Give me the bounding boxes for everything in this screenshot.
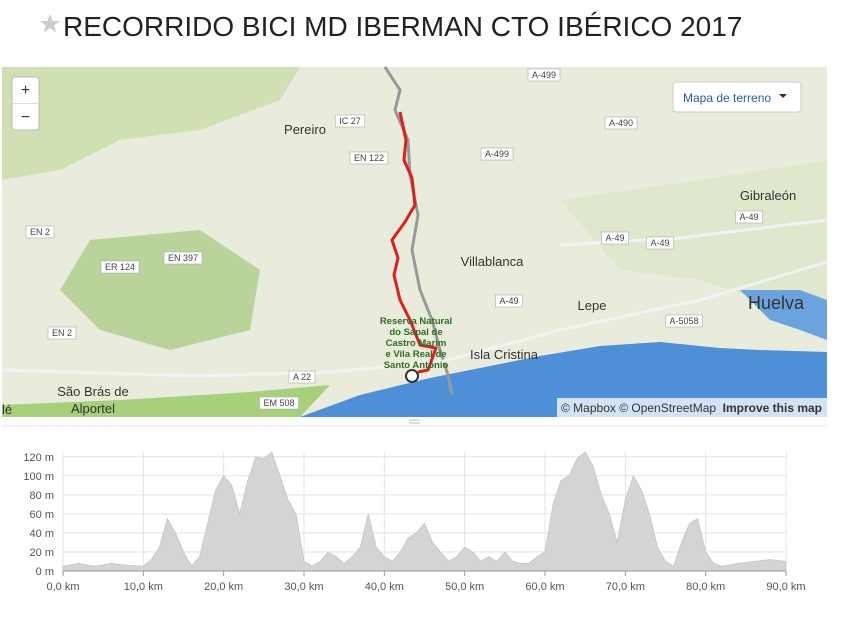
road-shield [349,151,389,165]
reserve-label: do Sapal de [389,327,442,338]
attribution-box [557,398,827,417]
road-shield [334,114,366,128]
road-shield [47,326,77,340]
y-tick-label: 40 m [30,528,54,540]
road-label: IC 27 [339,116,361,126]
y-tick-label: 120 m [23,452,54,464]
road-shield [25,225,55,239]
route [390,111,438,374]
road-label: A-49 [499,296,518,306]
road-shield [288,370,316,384]
place-label: lé [2,402,12,417]
x-tick-label: 0,0 km [46,581,79,593]
x-tick-label: 90,0 km [766,581,805,593]
road-label: A 22 [293,372,311,382]
place-label: Villablanca [461,254,524,269]
road-shield [604,116,638,130]
y-tick-label: 100 m [23,471,54,483]
road-shield [735,210,763,224]
road-label: A-49 [605,233,624,243]
place-label: Huelva [748,293,805,313]
attribution[interactable]: © Mapbox © OpenStreetMap [561,401,716,415]
x-tick-label: 60,0 km [525,581,564,593]
road-shield [480,147,514,161]
layer-dropdown-label[interactable]: Mapa de terreno [683,91,771,105]
place-label: Alportel [71,401,115,416]
map-estuary [740,290,827,340]
y-tick-label: 80 m [30,490,54,502]
road-label: A-499 [485,149,509,159]
road-label: EN 122 [354,153,384,163]
finish-marker[interactable] [405,369,419,383]
reserve-label: Castro Marim [386,338,447,349]
road-label: EM 508 [263,398,294,408]
x-tick-label: 30,0 km [284,581,323,593]
map-forest [2,67,300,180]
place-label: Gibraleón [740,188,796,203]
map-fields [560,160,827,330]
x-tick-label: 80,0 km [686,581,725,593]
elevation-chart: 0 m 20 m 40 m 60 m 80 m 100 m 120 m 0,0 km 10,0 … [23,451,806,593]
road-label: EN 2 [52,328,72,338]
x-tick-label: 40,0 km [365,581,404,593]
x-tick-label: 70,0 km [606,581,645,593]
map-highway [1,260,828,378]
place-label: Pereiro [284,122,326,137]
map-coast [2,385,330,417]
zoom-out-button[interactable]: − [21,109,30,126]
place-label: São Brás de [57,384,129,399]
elevation-area [62,451,787,572]
improve-link[interactable]: Improve this map [723,401,822,415]
reserve-label: Reserva Natural [380,316,452,327]
dropdown-caret [779,94,787,98]
map-highway [559,218,828,247]
reserve-label: e Vila Real de [385,349,446,360]
x-tick-label: 10,0 km [124,581,163,593]
x-tick-label: 50,0 km [445,581,484,593]
star-icon[interactable] [40,14,60,33]
page-title: RECORRIDO BICI MD IBERMAN CTO IBÉRICO 20… [63,11,742,42]
road-label: A-490 [609,118,633,128]
road-shield [665,314,703,328]
map-road [383,66,454,396]
map-hills [60,230,260,350]
road-shield [495,294,523,308]
road-shield [527,68,561,82]
road-shield [100,260,140,274]
road-shield [601,231,629,245]
road-label: A-5058 [669,316,698,326]
x-tick-label: 20,0 km [204,581,243,593]
place-label: Lepe [578,298,607,313]
road-labels: A-499 IC 27 EN 122 A-499 A-490 EN 2 ER 124 EN 3… [25,68,763,410]
road-label: EN 2 [30,227,50,237]
place-label: Isla Cristina [470,347,539,362]
layer-dropdown[interactable] [672,81,802,113]
zoom-in-button[interactable]: + [21,82,30,99]
y-tick-label: 20 m [30,547,54,559]
road-label: A-499 [532,70,556,80]
road-shield [646,236,674,250]
road-label: A-49 [650,238,669,248]
y-tick-label: 0 m [36,566,54,578]
road-shield [163,251,203,265]
y-tick-label: 60 m [30,509,54,521]
road-shield [259,396,299,410]
road-label: ER 124 [105,262,135,272]
resize-handle[interactable] [409,419,420,424]
reserve-label: Santo António [384,360,449,371]
road-label: EN 397 [168,253,198,263]
map[interactable]: Pereiro Gibraleón Villablanca Lepe Isla … [1,66,828,417]
road-label: A-49 [739,212,758,222]
